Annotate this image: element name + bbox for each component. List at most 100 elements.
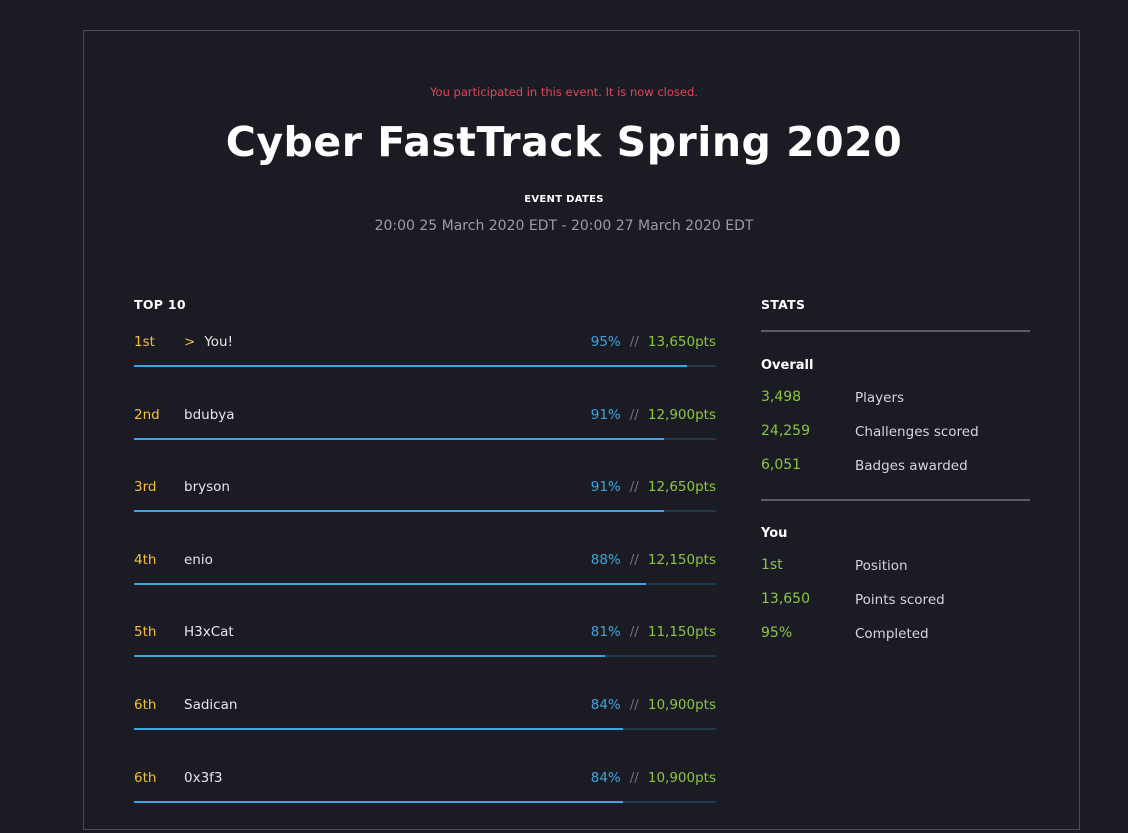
player-name[interactable]: H3xCat xyxy=(184,624,234,641)
progress-bar-fill xyxy=(134,437,664,440)
stat-row: 6,051 Badges awarded xyxy=(761,457,1030,491)
stats-you-title: You xyxy=(761,526,788,541)
leaderboard-row[interactable]: 4th enio 88% // 12,150pts xyxy=(134,543,716,616)
player-percent: 95% xyxy=(590,334,621,350)
leaderboard-row-content: 1st > You! 95% // 13,650pts xyxy=(134,333,716,351)
leaderboard-row[interactable]: 3rd bryson 91% // 12,650pts xyxy=(134,470,716,543)
progress-bar xyxy=(134,582,716,585)
stat-label: Completed xyxy=(855,626,929,642)
player-points: 10,900pts xyxy=(647,696,716,713)
player-name-wrap: bryson xyxy=(184,478,230,496)
player-points: 12,900pts xyxy=(647,406,716,423)
progress-bar-fill xyxy=(134,582,647,585)
player-name-wrap: enio xyxy=(184,551,213,569)
player-percent: 84% xyxy=(590,769,621,786)
stats-divider xyxy=(761,499,1030,501)
progress-bar xyxy=(134,655,716,658)
progress-bar xyxy=(134,365,716,367)
progress-bar-fill xyxy=(134,800,623,803)
stat-label: Points scored xyxy=(855,592,945,608)
stat-label: Badges awarded xyxy=(855,458,968,474)
leaderboard-row[interactable]: 2nd bdubya 91% // 12,900pts xyxy=(134,398,716,471)
event-dates-value: 20:00 25 March 2020 EDT - 20:00 27 March… xyxy=(374,218,754,234)
player-rank: 2nd xyxy=(134,406,160,423)
event-dates-label: EVENT DATES xyxy=(524,194,604,205)
player-name[interactable]: enio xyxy=(184,551,213,568)
player-name-wrap: 0x3f3 xyxy=(184,769,223,787)
leaderboard-row-content: 6th Sadican 84% // 10,900pts xyxy=(134,696,716,714)
progress-bar xyxy=(134,800,716,803)
score-separator: // xyxy=(629,696,639,713)
player-points: 11,150pts xyxy=(647,624,716,641)
player-name-wrap: H3xCat xyxy=(184,623,234,641)
player-score: 91% // 12,650pts xyxy=(591,478,716,496)
leaderboard-row-content: 3rd bryson 91% // 12,650pts xyxy=(134,478,716,496)
player-rank: 6th xyxy=(134,769,157,786)
score-separator: // xyxy=(629,406,639,423)
stats-divider xyxy=(761,330,1030,332)
stat-row: 95% Completed xyxy=(761,625,1030,659)
player-score: 84% // 10,900pts xyxy=(591,769,716,787)
progress-bar xyxy=(134,727,716,730)
stat-row: 24,259 Challenges scored xyxy=(761,423,1030,457)
stat-value: 13,650 xyxy=(761,591,810,607)
stat-label: Position xyxy=(855,558,908,574)
leaderboard-row-content: 4th enio 88% // 12,150pts xyxy=(134,551,716,569)
stat-row: 3,498 Players xyxy=(761,389,1030,423)
leaderboard-row[interactable]: 1st > You! 95% // 13,650pts xyxy=(134,325,716,398)
player-rank: 1st xyxy=(134,334,155,350)
progress-bar-fill xyxy=(134,365,687,367)
stat-label: Players xyxy=(855,390,905,406)
stat-value: 3,498 xyxy=(761,389,802,405)
leaderboard-row[interactable]: 5th H3xCat 81% // 11,150pts xyxy=(134,615,716,688)
player-percent: 88% xyxy=(590,551,621,568)
player-name[interactable]: You! xyxy=(204,334,233,350)
page-title: Cyber FastTrack Spring 2020 xyxy=(225,118,903,166)
player-rank: 6th xyxy=(134,696,157,713)
player-name-wrap: bdubya xyxy=(184,406,235,424)
stats-panel: Overall 3,498 Players 24,259 Challenges sco… xyxy=(761,290,1030,659)
stat-value: 95% xyxy=(761,625,793,641)
score-separator: // xyxy=(629,479,639,496)
player-points: 12,150pts xyxy=(647,551,716,568)
stat-value: 6,051 xyxy=(761,457,802,473)
player-name[interactable]: bryson xyxy=(184,479,230,496)
stat-row: 1st Position xyxy=(761,557,1030,591)
player-rank: 4th xyxy=(134,551,157,568)
score-separator: // xyxy=(629,551,639,568)
stat-row: 13,650 Points scored xyxy=(761,591,1030,625)
player-points: 10,900pts xyxy=(647,769,716,786)
player-percent: 91% xyxy=(590,406,621,423)
player-name[interactable]: bdubya xyxy=(184,406,235,423)
score-separator: // xyxy=(629,769,639,786)
player-score: 81% // 11,150pts xyxy=(591,623,716,641)
leaderboard-list: 1st > You! 95% // 13,650pts 2nd bdubya 91% // 12,9… xyxy=(134,325,716,833)
player-points: 13,650pts xyxy=(647,334,716,350)
player-name[interactable]: Sadican xyxy=(184,696,238,713)
leaderboard-row-content: 6th 0x3f3 84% // 10,900pts xyxy=(134,769,716,787)
stat-value: 1st xyxy=(761,557,783,573)
leaderboard-row[interactable]: 6th 0x3f3 84% // 10,900pts xyxy=(134,761,716,833)
stats-heading: STATS xyxy=(761,297,806,312)
player-score: 84% // 10,900pts xyxy=(591,696,716,714)
player-percent: 91% xyxy=(590,479,621,496)
progress-bar-fill xyxy=(134,655,606,658)
leaderboard-row-content: 2nd bdubya 91% // 12,900pts xyxy=(134,406,716,424)
player-name-wrap: > You! xyxy=(184,333,233,351)
player-percent: 81% xyxy=(590,624,621,641)
player-points: 12,650pts xyxy=(647,479,716,496)
stat-label: Challenges scored xyxy=(855,424,979,440)
stat-value: 24,259 xyxy=(761,423,810,439)
stats-you-list: 1st Position 13,650 Points scored 95% Complet… xyxy=(761,557,1030,659)
player-score: 95% // 13,650pts xyxy=(591,333,716,351)
score-separator: // xyxy=(629,334,639,350)
score-separator: // xyxy=(629,624,639,641)
leaderboard-row[interactable]: 6th Sadican 84% // 10,900pts xyxy=(134,688,716,761)
you-marker-icon: > xyxy=(184,334,196,350)
stats-overall-list: 3,498 Players 24,259 Challenges scored 6,051… xyxy=(761,389,1030,491)
player-name[interactable]: 0x3f3 xyxy=(184,769,223,786)
player-score: 88% // 12,150pts xyxy=(591,551,716,569)
player-score: 91% // 12,900pts xyxy=(591,406,716,424)
player-name-wrap: Sadican xyxy=(184,696,237,714)
leaderboard-heading: TOP 10 xyxy=(134,297,186,312)
